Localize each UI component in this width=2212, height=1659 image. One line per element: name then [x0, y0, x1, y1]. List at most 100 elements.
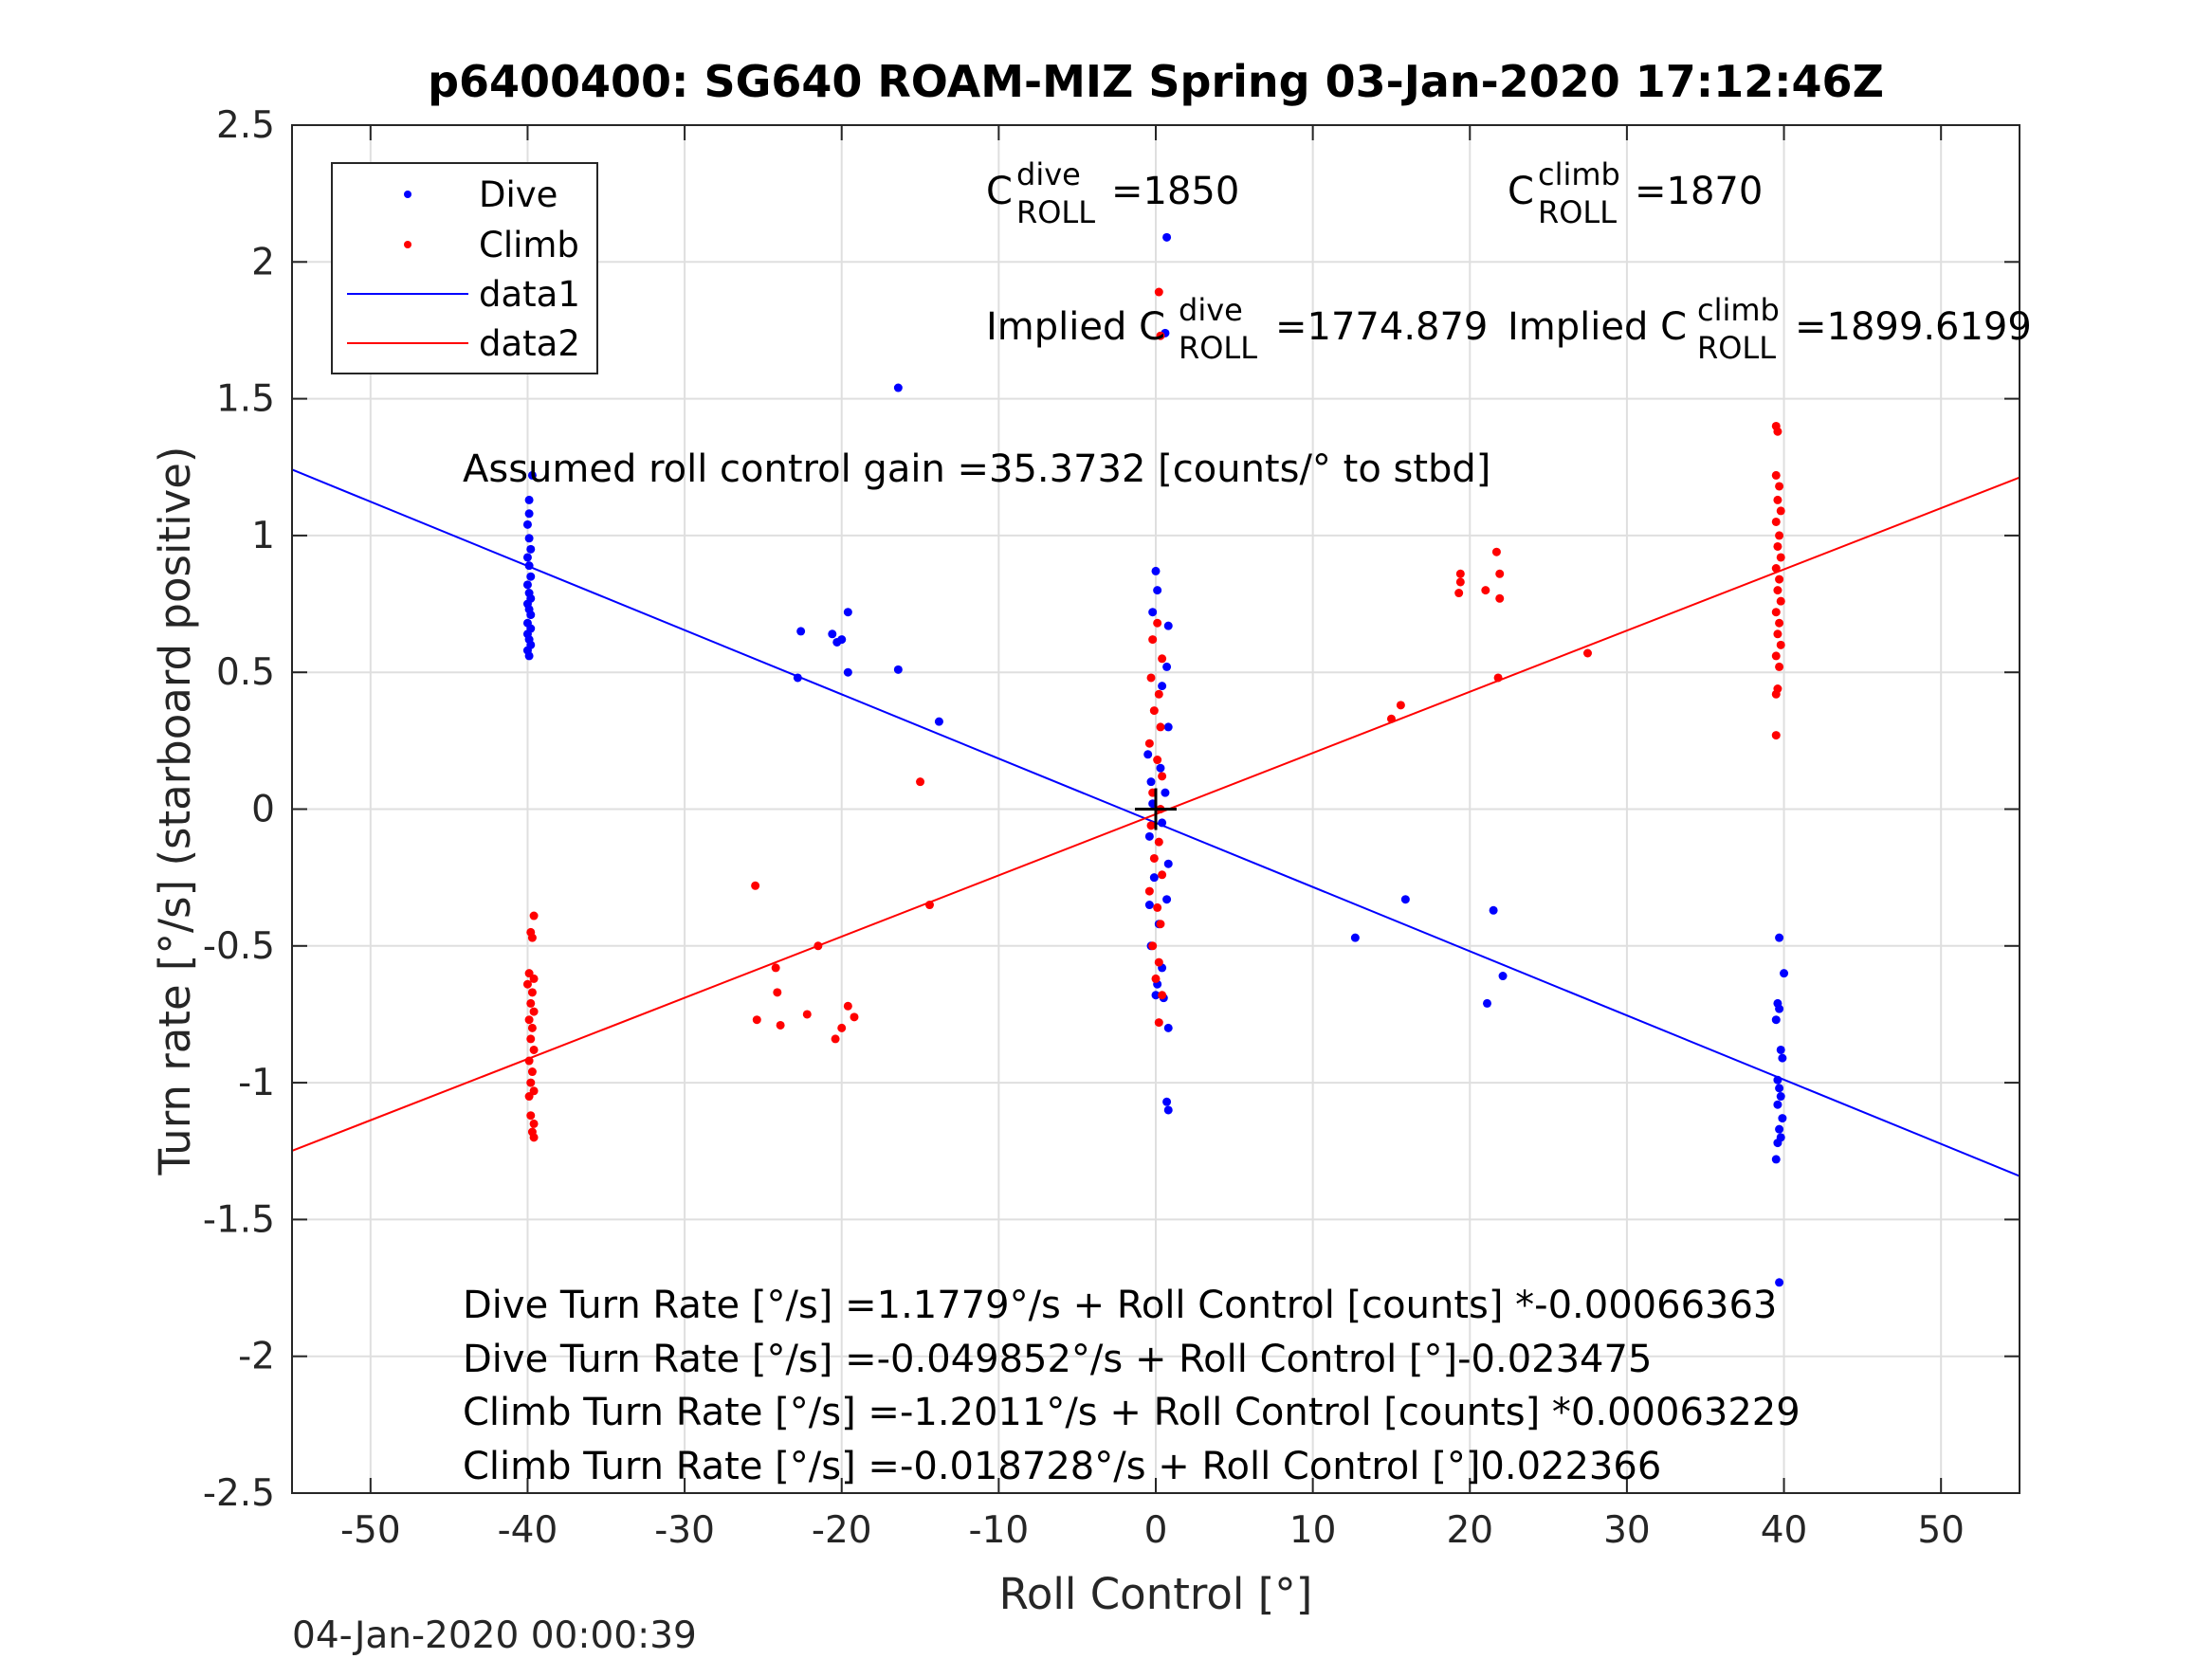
- climb-point: [814, 941, 823, 951]
- legend-dive-marker: [404, 191, 411, 198]
- dive-point: [793, 673, 802, 683]
- dive-point: [1775, 1084, 1784, 1093]
- climb-point: [1776, 640, 1785, 649]
- dive-point: [1773, 1100, 1782, 1109]
- climb-point: [1583, 648, 1592, 658]
- y-axis-label: Turn rate [°/s] (starboard positive): [150, 447, 200, 1176]
- climb-point: [843, 1001, 852, 1011]
- implied-climb-prefix: Implied C: [1508, 305, 1687, 349]
- c-climb-sup: climb: [1538, 156, 1620, 192]
- climb-point: [1771, 608, 1781, 617]
- climb-point: [527, 988, 537, 997]
- dive-point: [1773, 1139, 1782, 1148]
- c-climb-sub: ROLL: [1538, 194, 1617, 230]
- climb-point: [1775, 574, 1784, 584]
- annotation-implied-climb: Implied C climb ROLL =1899.6199: [1508, 292, 2032, 366]
- legend-box: [331, 162, 598, 374]
- x-tick-label: 50: [1917, 1509, 1965, 1552]
- climb-point: [1154, 689, 1163, 699]
- climb-point: [529, 1007, 539, 1016]
- climb-point: [1776, 553, 1785, 562]
- dive-point: [1780, 969, 1789, 978]
- climb-point: [1153, 902, 1162, 912]
- x-axis-label: Roll Control [°]: [999, 1569, 1313, 1619]
- dive-point: [893, 665, 903, 674]
- footer-timestamp: 04-Jan-2020 00:00:39: [292, 1614, 697, 1657]
- dive-point: [1775, 1004, 1784, 1013]
- dive-point: [1775, 1278, 1784, 1287]
- dive-point: [1149, 873, 1159, 883]
- dive-point: [1771, 1015, 1781, 1025]
- x-tick-label: 0: [1144, 1509, 1168, 1552]
- dive-point: [1161, 788, 1170, 797]
- climb-point: [1493, 673, 1503, 683]
- climb-point: [751, 881, 760, 890]
- climb-point: [1158, 772, 1167, 781]
- climb-point: [1156, 722, 1165, 732]
- dive-point: [526, 544, 536, 554]
- x-tick-label: -20: [812, 1509, 872, 1552]
- climb-point: [1455, 569, 1465, 578]
- y-tick-label: 2: [251, 241, 275, 283]
- climb-point: [1158, 870, 1167, 880]
- axis-ticks: [292, 124, 2020, 1494]
- y-tick-label: -1.5: [203, 1198, 275, 1241]
- climb-point: [1773, 427, 1782, 436]
- climb-point: [524, 1092, 534, 1102]
- dive-point: [1163, 722, 1173, 732]
- dive-point: [1489, 905, 1498, 915]
- x-tick-label: -50: [340, 1509, 401, 1552]
- implied-climb-value: =1899.6199: [1795, 305, 2032, 349]
- legend-dive-label: Dive: [479, 174, 558, 215]
- annotation-c-climb: C climb ROLL =1870: [1508, 156, 1763, 230]
- climb-point: [1481, 586, 1490, 595]
- dive-point: [1162, 662, 1172, 671]
- y-tick-label: -1: [238, 1062, 275, 1104]
- climb-point: [1153, 618, 1162, 628]
- climb-point: [527, 933, 537, 942]
- dive-point: [1162, 1097, 1172, 1106]
- dive-point: [843, 667, 852, 677]
- climb-point: [524, 1056, 534, 1066]
- dive-point: [1148, 608, 1158, 617]
- y-tick-label: 2.5: [216, 104, 275, 147]
- climb-point: [529, 1045, 539, 1054]
- dive-point: [1776, 1092, 1785, 1102]
- y-tick-label: 1: [251, 515, 275, 557]
- data-points: [522, 232, 1789, 1287]
- climb-point: [1495, 593, 1505, 603]
- climb-point: [850, 1012, 859, 1022]
- roll-gain-annotation: Assumed roll control gain =35.3732 [coun…: [463, 447, 1490, 491]
- climb-point: [529, 911, 539, 921]
- dive-point: [1498, 972, 1508, 981]
- dive-point: [1778, 1053, 1787, 1063]
- climb-point: [1773, 541, 1782, 551]
- climb-point: [1144, 738, 1154, 748]
- climb-point: [1773, 495, 1782, 504]
- climb-point: [1396, 701, 1405, 710]
- dive-point: [1776, 1045, 1785, 1054]
- legend-data2-label: data2: [479, 323, 580, 364]
- dive-point: [893, 383, 903, 392]
- dive-point: [524, 561, 534, 571]
- equation-climb-counts: Climb Turn Rate [°/s] =-1.2011°/s + Roll…: [463, 1391, 1801, 1434]
- dive-point: [527, 470, 537, 480]
- climb-point: [916, 777, 925, 787]
- dive-point: [522, 553, 532, 562]
- climb-point: [522, 979, 532, 989]
- c-climb-value: =1870: [1635, 170, 1763, 213]
- dive-point: [1350, 933, 1360, 942]
- legend-data1-label: data1: [479, 274, 580, 315]
- climb-point: [529, 1119, 539, 1128]
- origin-marker: [1135, 788, 1177, 830]
- climb-point: [1151, 974, 1161, 983]
- dive-point: [526, 572, 536, 581]
- legend-climb-marker: [404, 241, 411, 248]
- climb-point: [1775, 482, 1784, 491]
- c-dive-base: C: [986, 170, 1013, 213]
- climb-point: [1491, 547, 1501, 556]
- climb-point: [1773, 586, 1782, 595]
- climb-point: [1154, 837, 1163, 847]
- implied-climb-sub: ROLL: [1697, 330, 1776, 366]
